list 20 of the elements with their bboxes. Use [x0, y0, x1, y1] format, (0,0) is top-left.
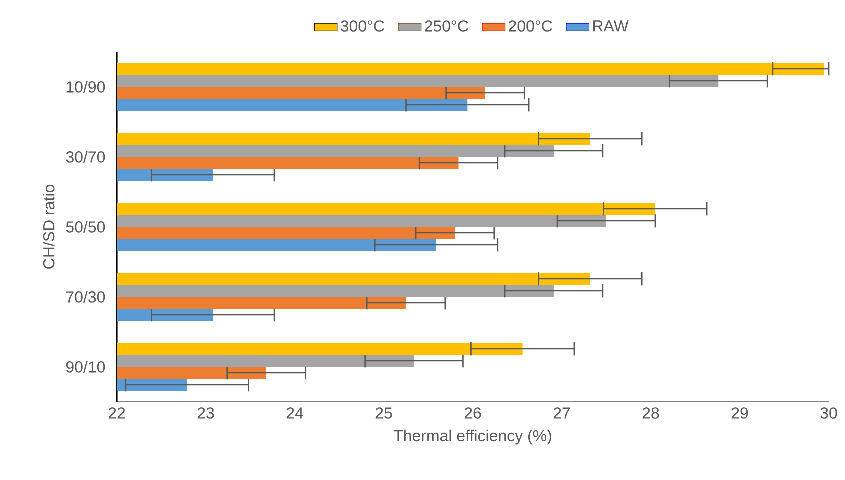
y-axis-title: CH/SD ratio	[43, 185, 55, 269]
x-tick-label: 30	[820, 408, 838, 419]
x-tick-label: 27	[554, 408, 570, 419]
y-tick-label: 10/90	[66, 81, 106, 93]
x-tick-label: 28	[642, 408, 660, 419]
legend-label: 300°C	[340, 20, 384, 32]
y-tick-label: 70/30	[66, 291, 106, 303]
legend-label: RAW	[594, 20, 629, 32]
y-tick-label: 30/70	[66, 151, 106, 163]
y-tick-label: 50/50	[66, 221, 106, 233]
x-tick-label: 23	[198, 408, 214, 419]
x-tick-label: 29	[732, 408, 748, 419]
x-axis-title: Thermal efficiency (%)	[394, 430, 552, 445]
x-tick-label: 25	[376, 408, 392, 419]
x-tick-label: 24	[286, 408, 304, 419]
x-tick-label: 22	[108, 408, 126, 419]
legend-label: 200°C	[509, 20, 552, 32]
y-tick-label: 90/10	[66, 361, 106, 373]
legend-label: 250°C	[425, 20, 468, 32]
x-tick-label: 26	[464, 408, 482, 419]
